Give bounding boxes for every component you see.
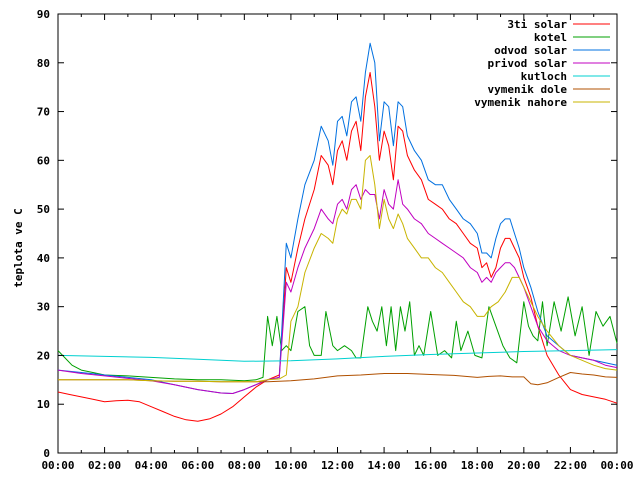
y-tick-label: 40	[37, 252, 50, 265]
y-tick-label: 0	[43, 447, 50, 460]
x-tick-label: 00:00	[41, 459, 74, 472]
x-tick-label: 08:00	[228, 459, 261, 472]
y-axis-label: teplota ve C	[12, 208, 25, 287]
y-tick-label: 80	[37, 57, 50, 70]
x-tick-label: 00:00	[600, 459, 633, 472]
legend-label: kutloch	[521, 70, 567, 83]
x-tick-label: 04:00	[135, 459, 168, 472]
series-line-4	[57, 349, 618, 362]
series-line-1	[57, 296, 618, 382]
legend-label: odvod solar	[494, 44, 567, 57]
legend-label: privod solar	[488, 57, 568, 70]
x-tick-label: 12:00	[321, 459, 354, 472]
y-tick-label: 70	[37, 106, 50, 119]
series-line-3	[57, 179, 618, 394]
legend-label: kotel	[534, 31, 567, 44]
legend-label: vymenik dole	[488, 83, 568, 96]
legend-label: 3ti solar	[507, 18, 567, 31]
y-tick-label: 60	[37, 154, 50, 167]
x-tick-label: 22:00	[554, 459, 587, 472]
y-tick-label: 20	[37, 349, 50, 362]
x-tick-label: 02:00	[88, 459, 121, 472]
legend-label: vymenik nahore	[474, 96, 567, 109]
series-line-0	[57, 72, 618, 422]
x-tick-label: 20:00	[507, 459, 540, 472]
x-tick-label: 06:00	[181, 459, 214, 472]
y-tick-label: 10	[37, 398, 50, 411]
x-tick-label: 18:00	[461, 459, 494, 472]
series-line-6	[58, 155, 618, 383]
x-tick-label: 16:00	[414, 459, 447, 472]
x-tick-label: 14:00	[368, 459, 401, 472]
y-tick-label: 30	[37, 301, 50, 314]
y-tick-label: 50	[37, 203, 50, 216]
x-tick-label: 10:00	[274, 459, 307, 472]
y-tick-label: 90	[37, 8, 50, 21]
